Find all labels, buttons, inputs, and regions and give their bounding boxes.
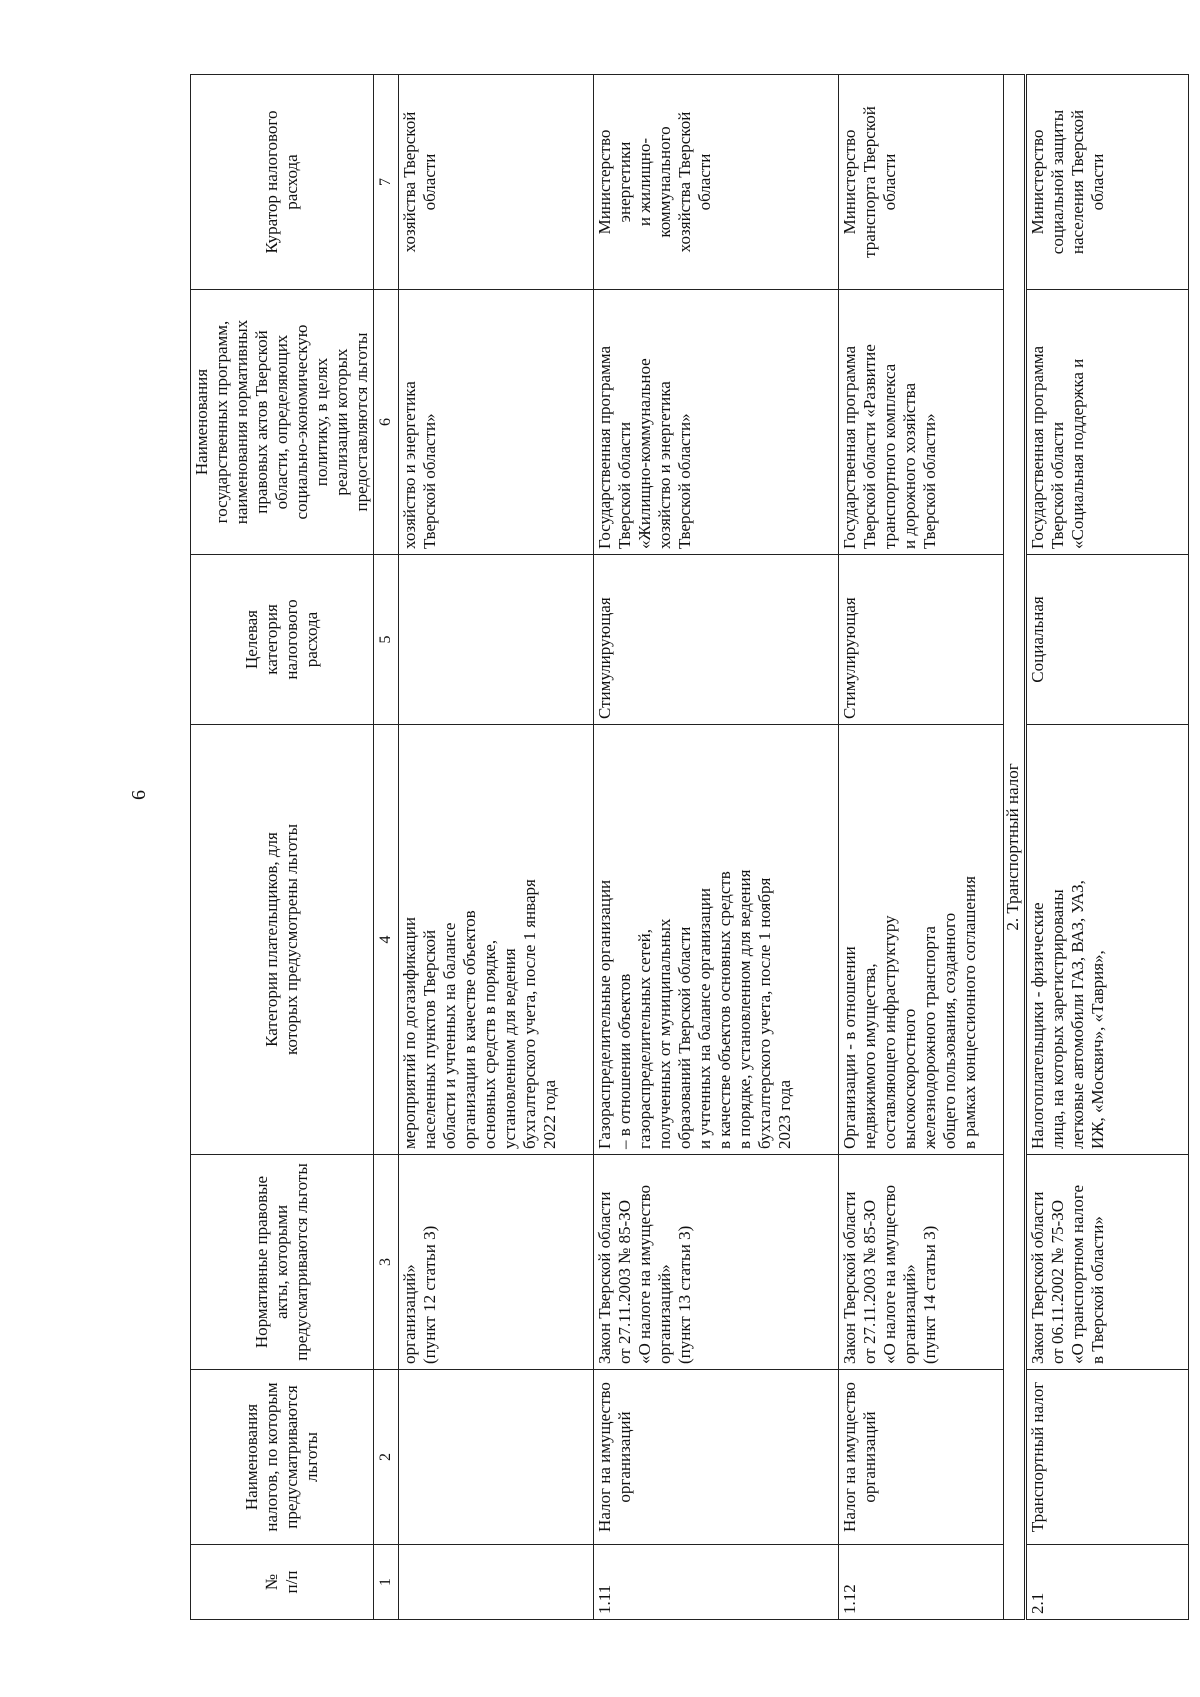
column-number-6: 6 <box>373 289 399 555</box>
header-tax-name: Наименования налогов, по которым предусм… <box>190 1369 374 1545</box>
column-number-3: 3 <box>373 1154 399 1370</box>
cell-state-program: Государственная программа Тверской облас… <box>1025 289 1189 555</box>
column-number-1: 1 <box>373 1544 399 1620</box>
cell-state-program: Государственная программа Тверской облас… <box>593 289 839 555</box>
cell-legal-act: Закон Тверской области от 27.11.2003 № 8… <box>838 1154 1004 1370</box>
header-target-category: Целевая категория налогового расхода <box>190 554 374 725</box>
cell-state-program: Государственная программа Тверской облас… <box>838 289 1004 555</box>
cell-target-category: Стимулирующая <box>838 554 1004 725</box>
cell-payer-category: Газораспределительные организации – в от… <box>593 724 839 1155</box>
header-state-program: Наименования государственных программ, н… <box>190 289 374 555</box>
header-curator: Куратор налогового расхода <box>190 74 374 290</box>
cell-payer-category: Налогоплательщики - физические лица, на … <box>1025 724 1189 1155</box>
cell-target-category <box>398 554 594 725</box>
cell-number: 1.11 <box>593 1544 839 1620</box>
page-number: 6 <box>128 790 150 800</box>
cell-legal-act: организаций» (пункт 12 статьи 3) <box>398 1154 594 1370</box>
cell-state-program: хозяйство и энергетика Тверской области» <box>398 289 594 555</box>
column-number-7: 7 <box>373 74 399 290</box>
column-number-5: 5 <box>373 554 399 725</box>
cell-number: 1.12 <box>838 1544 1004 1620</box>
cell-payer-category: мероприятий по догазификации населенных … <box>398 724 594 1155</box>
cell-tax-name <box>398 1369 594 1545</box>
section-header-row: 2. Транспортный налог <box>1003 74 1026 1620</box>
cell-tax-name: Транспортный налог <box>1025 1369 1189 1545</box>
cell-curator: Министерство энергетики и жилищно- комму… <box>593 74 839 290</box>
column-number-2: 2 <box>373 1369 399 1545</box>
cell-curator: Министерство транспорта Тверской области <box>838 74 1004 290</box>
column-number-4: 4 <box>373 724 399 1155</box>
cell-target-category: Социальная <box>1025 554 1189 725</box>
table-row: 1.12 Налог на имущество организаций Закон … <box>838 74 1004 1620</box>
cell-legal-act: Закон Тверской области от 06.11.2002 № 7… <box>1025 1154 1189 1370</box>
section-title: 2. Транспортный налог <box>1003 74 1026 1620</box>
cell-number <box>398 1544 594 1620</box>
header-number: № п/п <box>190 1544 374 1620</box>
cell-tax-name: Налог на имущество организаций <box>593 1369 839 1545</box>
header-legal-act: Нормативные правовые акты, которыми пред… <box>190 1154 374 1370</box>
cell-legal-act: Закон Тверской области от 27.11.2003 № 8… <box>593 1154 839 1370</box>
document-page: 6 № п/п Наименования налогов, по которым … <box>128 74 1189 1620</box>
table-row: организаций» (пункт 12 статьи 3) мероприя… <box>398 74 594 1620</box>
table-header-row: № п/п Наименования налогов, по которым пр… <box>190 74 374 1620</box>
header-payer-category: Категории плательщиков, для которых пред… <box>190 724 374 1155</box>
cell-tax-name: Налог на имущество организаций <box>838 1369 1004 1545</box>
table-row: 1.11 Налог на имущество организаций Закон … <box>593 74 839 1620</box>
tax-benefits-table: № п/п Наименования налогов, по которым пр… <box>190 74 1189 1620</box>
cell-curator: хозяйства Тверской области <box>398 74 594 290</box>
table-row: 2.1 Транспортный налог Закон Тверской обла… <box>1025 74 1189 1620</box>
cell-number: 2.1 <box>1025 1544 1189 1620</box>
cell-payer-category: Организации - в отношении недвижимого им… <box>838 724 1004 1155</box>
cell-target-category: Стимулирующая <box>593 554 839 725</box>
cell-curator: Министерство социальной защиты населения… <box>1025 74 1189 290</box>
